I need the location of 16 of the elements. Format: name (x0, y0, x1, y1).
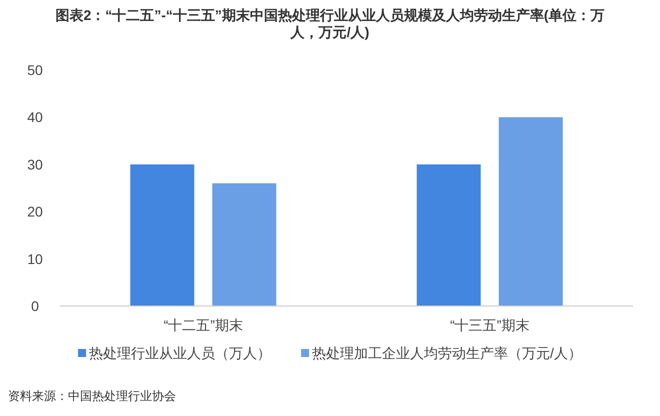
bar (416, 164, 481, 306)
x-tick-label: “十二五”期末 (164, 317, 243, 333)
text: 资料来源：中国热处理行业协会 (8, 389, 176, 403)
legend-label: 热处理行业从业人员（万人） (89, 345, 272, 361)
chart-title: 图表2：“十二五”-“十三五”期末中国热处理行业从业人员规模及人均劳动生产率(单位：万人，万元/人) (55, 7, 605, 40)
y-tick-label: 20 (27, 204, 43, 220)
bar (130, 164, 194, 306)
bar (498, 117, 563, 306)
y-tick-label: 10 (27, 250, 43, 267)
y-tick-label: 30 (27, 156, 43, 172)
y-tick-label: 0 (31, 298, 40, 314)
legend-label: 热处理加工企业人均劳动生产率（万元/人） (312, 345, 582, 361)
y-tick-label: 40 (27, 109, 43, 126)
bar (212, 183, 276, 306)
x-tick-label: “十三五”期末 (450, 317, 530, 333)
y-tick-label: 50 (27, 62, 43, 78)
